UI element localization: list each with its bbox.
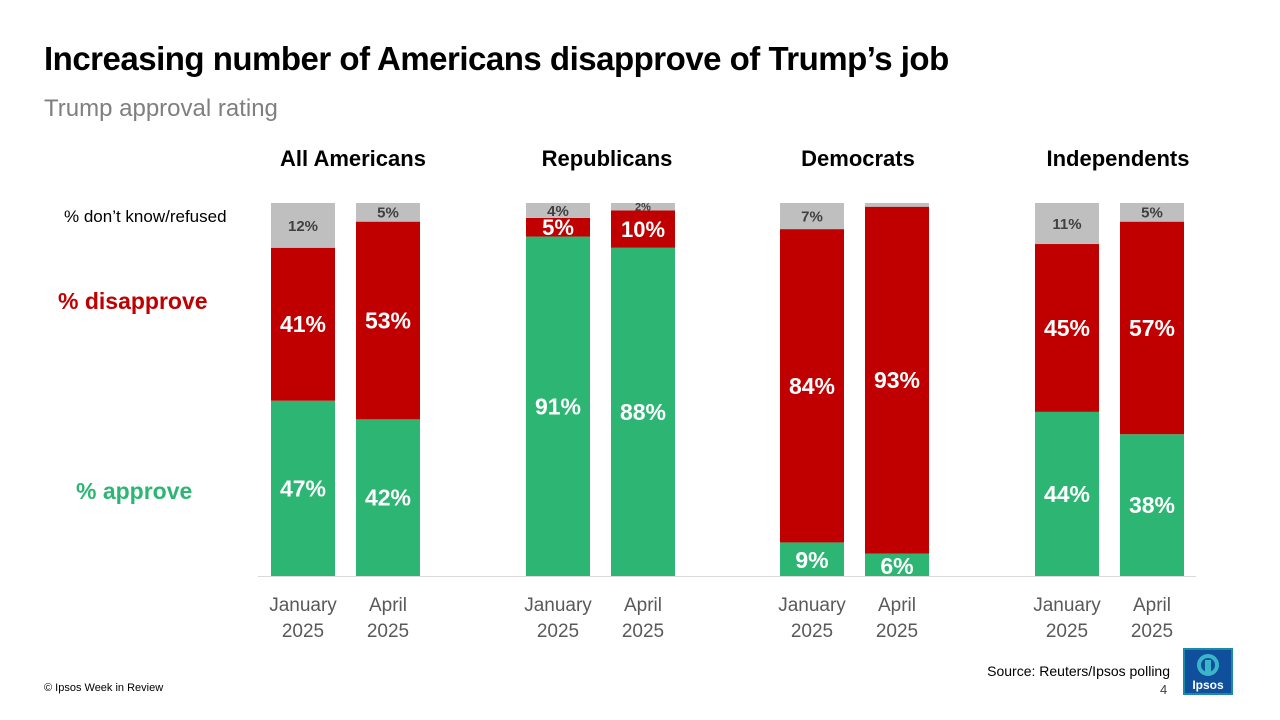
label-dont-know-republicans-1: 2% xyxy=(635,202,651,214)
bar-approve-democrats-0 xyxy=(780,542,844,576)
tick-label-year-republicans-1: 2025 xyxy=(622,621,664,642)
tick-label-month-all-americans-0: January xyxy=(269,595,337,616)
bar-approve-republicans-1 xyxy=(611,247,675,576)
tick-label-year-democrats-0: 2025 xyxy=(791,621,833,642)
group-title-independents: Independents xyxy=(1046,146,1189,171)
page-subtitle: Trump approval rating xyxy=(44,95,278,122)
tick-label-year-independents-0: 2025 xyxy=(1046,621,1088,642)
label-approve-independents-1: 38% xyxy=(1129,492,1175,518)
tick-label-year-independents-1: 2025 xyxy=(1131,621,1173,642)
label-disapprove-all-americans-0: 41% xyxy=(280,311,326,337)
ipsos-logo: Ipsos xyxy=(1183,648,1233,695)
label-dont-know-independents-1: 5% xyxy=(1141,205,1163,222)
label-disapprove-democrats-1: 93% xyxy=(874,367,920,393)
tick-label-year-all-americans-0: 2025 xyxy=(282,621,324,642)
bar-dont-know-democrats-0 xyxy=(780,203,844,230)
legend-dont-know: % don’t know/refused xyxy=(64,207,227,226)
tick-label-month-all-americans-1: April xyxy=(369,595,407,616)
tick-label-month-independents-0: January xyxy=(1033,595,1101,616)
label-disapprove-independents-0: 45% xyxy=(1044,315,1090,341)
legend-disapprove: % disapprove xyxy=(58,288,208,314)
bar-approve-republicans-0 xyxy=(526,236,590,576)
label-disapprove-republicans-0: 5% xyxy=(542,215,574,240)
bar-approve-all-americans-1 xyxy=(356,419,420,576)
label-approve-democrats-0: 9% xyxy=(795,547,828,573)
group-title-all-americans: All Americans xyxy=(280,146,426,171)
legend-approve: % approve xyxy=(76,478,193,504)
group-title-republicans: Republicans xyxy=(542,146,673,171)
label-approve-republicans-0: 91% xyxy=(535,393,581,419)
page-title: Increasing number of Americans disapprov… xyxy=(44,40,949,77)
bar-approve-independents-0 xyxy=(1035,411,1099,576)
tick-label-year-democrats-1: 2025 xyxy=(876,621,918,642)
bar-approve-independents-1 xyxy=(1120,434,1184,576)
logo-text: Ipsos xyxy=(1192,678,1224,692)
stacked-bar-chart: All Americans 47% 41% 12% January 2025 42% 53% 5… xyxy=(258,146,1196,642)
bar-dont-know-all-americans-0 xyxy=(271,203,335,248)
bar-dont-know-democrats-1 xyxy=(865,203,929,207)
tick-label-month-democrats-1: April xyxy=(878,595,916,616)
bar-disapprove-republicans-1 xyxy=(611,210,675,248)
bar-disapprove-all-americans-0 xyxy=(271,247,335,401)
bar-disapprove-all-americans-1 xyxy=(356,221,420,420)
bar-disapprove-republicans-0 xyxy=(526,217,590,237)
bar-dont-know-all-americans-1 xyxy=(356,203,420,222)
label-approve-democrats-1: 6% xyxy=(880,553,913,579)
label-disapprove-democrats-0: 84% xyxy=(789,373,835,399)
bar-dont-know-republicans-1 xyxy=(611,203,675,211)
bar-dont-know-republicans-0 xyxy=(526,203,590,218)
label-dont-know-all-americans-1: 5% xyxy=(377,205,399,222)
tick-label-year-republicans-0: 2025 xyxy=(537,621,579,642)
bar-disapprove-independents-1 xyxy=(1120,221,1184,435)
tick-label-month-republicans-1: April xyxy=(624,595,662,616)
tick-label-month-independents-1: April xyxy=(1133,595,1171,616)
copyright-footer: © Ipsos Week in Review xyxy=(44,682,164,694)
label-approve-all-americans-0: 47% xyxy=(280,475,326,501)
label-dont-know-independents-0: 11% xyxy=(1052,216,1081,233)
label-dont-know-all-americans-0: 12% xyxy=(288,218,318,235)
tick-label-year-all-americans-1: 2025 xyxy=(367,621,409,642)
label-approve-all-americans-1: 42% xyxy=(365,485,411,511)
source-note: Source: Reuters/Ipsos polling xyxy=(987,663,1170,679)
label-dont-know-republicans-0: 4% xyxy=(547,203,569,220)
bar-disapprove-democrats-0 xyxy=(780,229,844,543)
tick-label-month-republicans-0: January xyxy=(524,595,592,616)
tick-label-month-democrats-0: January xyxy=(778,595,846,616)
label-disapprove-all-americans-1: 53% xyxy=(365,307,411,333)
label-dont-know-democrats-0: 7% xyxy=(801,208,823,225)
bar-disapprove-independents-0 xyxy=(1035,244,1099,412)
bar-approve-democrats-1 xyxy=(865,553,929,576)
label-disapprove-republicans-1: 10% xyxy=(621,217,665,242)
page-number: 4 xyxy=(1160,682,1168,697)
bar-disapprove-democrats-1 xyxy=(865,206,929,554)
bar-approve-all-americans-0 xyxy=(271,400,335,576)
label-disapprove-independents-1: 57% xyxy=(1129,315,1175,341)
label-approve-independents-0: 44% xyxy=(1044,481,1090,507)
group-title-democrats: Democrats xyxy=(801,146,915,171)
bar-dont-know-independents-0 xyxy=(1035,203,1099,245)
bar-dont-know-independents-1 xyxy=(1120,203,1184,222)
label-approve-republicans-1: 88% xyxy=(620,399,666,425)
